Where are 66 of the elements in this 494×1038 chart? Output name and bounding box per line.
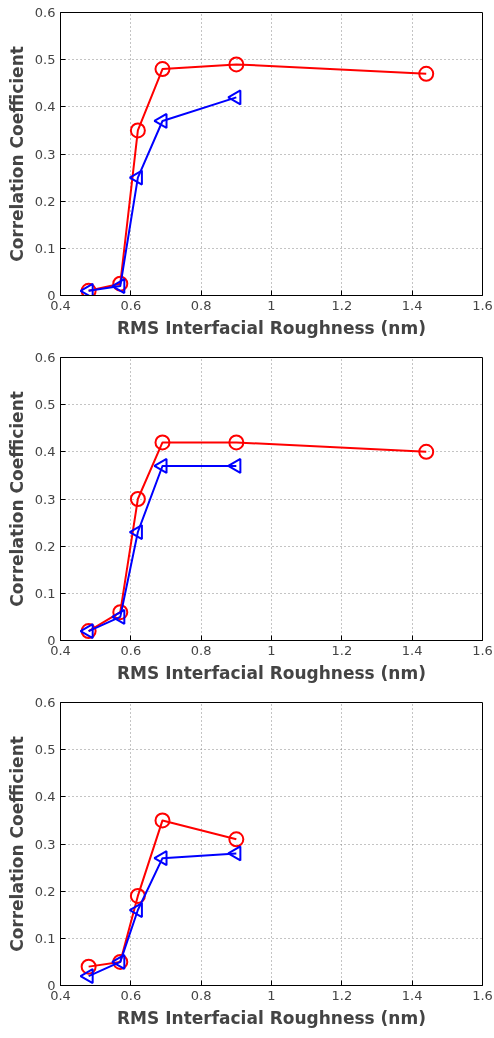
point xyxy=(228,56,245,73)
point xyxy=(153,850,168,867)
y-tick-label: 0.1 xyxy=(34,930,56,946)
y-axis-title: Correlation Coefficient xyxy=(6,46,27,262)
point xyxy=(112,604,129,621)
x-tick-label: 0.8 xyxy=(190,297,212,313)
point xyxy=(154,434,171,451)
point xyxy=(128,169,143,186)
x-tick-label: 1.2 xyxy=(331,987,353,1003)
x-tick-label: 0.6 xyxy=(120,987,142,1003)
point xyxy=(129,887,146,904)
x-tick-label: 1.4 xyxy=(401,987,423,1003)
point xyxy=(228,831,245,848)
y-tick-label: 0.2 xyxy=(34,193,56,209)
y-tick-label: 0.2 xyxy=(34,883,56,899)
x-tick-label: 1.6 xyxy=(472,642,493,658)
point xyxy=(80,958,97,975)
x-tick-label: 0.6 xyxy=(120,642,142,658)
x-tick-label: 1.2 xyxy=(331,642,353,658)
y-tick-label: 0.3 xyxy=(34,491,56,507)
y-tick-label: 0.4 xyxy=(34,789,56,805)
x-axis-title: RMS Interfacial Roughness (nm) xyxy=(117,317,426,338)
point xyxy=(227,457,242,474)
point xyxy=(154,61,171,78)
x-tick-label: 1.2 xyxy=(331,297,353,313)
y-tick-label: 0.5 xyxy=(34,397,56,413)
y-tick-label: 0.3 xyxy=(34,146,56,162)
x-axis-title: RMS Interfacial Roughness (nm) xyxy=(117,1007,426,1028)
point xyxy=(153,457,168,474)
point xyxy=(153,112,168,129)
y-tick-label: 0.2 xyxy=(34,538,56,554)
y-tick-label: 0.5 xyxy=(34,52,56,68)
point xyxy=(129,122,146,139)
x-tick-label: 1.4 xyxy=(401,642,423,658)
point xyxy=(418,65,435,82)
x-tick-label: 1.6 xyxy=(472,297,493,313)
point xyxy=(129,491,146,507)
y-tick-label: 0.6 xyxy=(34,5,56,20)
point xyxy=(227,89,242,106)
y-tick-label: 0.3 xyxy=(34,836,56,852)
y-tick-label: 0.4 xyxy=(34,99,56,115)
y-tick-label: 0.1 xyxy=(34,585,56,601)
y-tick-label: 0.1 xyxy=(34,240,56,256)
x-axis-title: RMS Interfacial Roughness (nm) xyxy=(117,662,426,683)
point xyxy=(227,845,242,862)
x-tick-label: 1 xyxy=(267,297,276,313)
y-tick-label: 0.6 xyxy=(34,350,56,365)
point xyxy=(128,524,143,541)
point xyxy=(418,443,435,460)
x-tick-label: 0.8 xyxy=(190,642,212,658)
y-tick-label: 0.4 xyxy=(34,444,56,460)
x-tick-label: 0.8 xyxy=(190,987,212,1003)
point xyxy=(79,968,94,985)
x-tick-label: 1 xyxy=(267,642,276,658)
point xyxy=(111,608,126,625)
y-tick-label: 0.5 xyxy=(34,742,56,758)
x-tick-label: 0.6 xyxy=(120,297,142,313)
x-tick-label: 1.4 xyxy=(401,297,423,313)
y-axis-title: Correlation Coefficient xyxy=(6,391,27,607)
x-tick-label: 1.6 xyxy=(472,987,493,1003)
point xyxy=(128,902,143,919)
point xyxy=(154,812,171,829)
x-tick-label: 1 xyxy=(267,987,276,1003)
y-axis-title: Correlation Coefficient xyxy=(6,736,27,952)
point xyxy=(228,434,245,451)
y-tick-label: 0.6 xyxy=(34,695,56,710)
